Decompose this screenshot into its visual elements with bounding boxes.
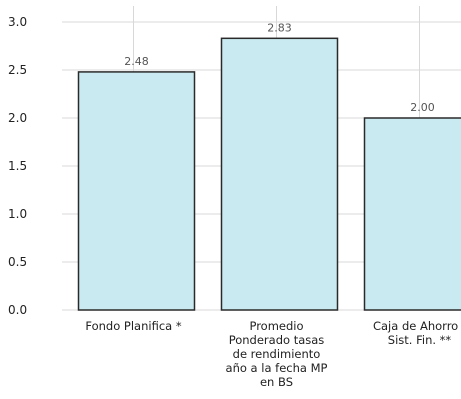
bar xyxy=(363,117,461,311)
bar xyxy=(77,71,196,311)
y-tick-label: 0.0 xyxy=(8,303,27,317)
x-category-label-line: Promedio xyxy=(249,319,303,333)
x-category-label: Fondo Planifica * xyxy=(85,319,181,333)
bar-value-label: 2.00 xyxy=(410,101,435,114)
y-tick-label: 0.5 xyxy=(8,255,27,269)
x-category-label-line: de rendimiento xyxy=(233,347,321,361)
x-category-label-line: Sist. Fin. ** xyxy=(388,333,452,347)
y-tick-label: 3.0 xyxy=(8,15,27,29)
x-category-label-line: Ponderado tasas xyxy=(229,333,325,347)
bars: 2.48 2.83 2.00 xyxy=(77,21,461,311)
y-axis-ticks: 0.0 0.5 1.0 1.5 2.0 2.5 3.0 xyxy=(8,15,27,317)
y-tick-label: 2.0 xyxy=(8,111,27,125)
x-axis-categories: Fondo Planifica * Promedio Ponderado tasas… xyxy=(85,319,461,389)
bar-value-label: 2.48 xyxy=(124,55,149,68)
bar xyxy=(220,37,339,311)
x-category-label: Promedio Ponderado tasas de rendimiento año… xyxy=(226,319,328,389)
y-tick-label: 1.5 xyxy=(8,159,27,173)
y-tick-label: 1.0 xyxy=(8,207,27,221)
x-category-label-line: en BS xyxy=(260,375,293,389)
x-category-label-line: año a la fecha MP xyxy=(226,361,328,375)
x-category-label: Caja de Ahorro -Sist. Fin. ** xyxy=(373,319,461,347)
bar-value-label: 2.83 xyxy=(267,21,292,34)
x-category-label-line: Caja de Ahorro - xyxy=(373,319,461,333)
y-tick-label: 2.5 xyxy=(8,63,27,77)
x-category-label-line: Fondo Planifica * xyxy=(85,319,181,333)
